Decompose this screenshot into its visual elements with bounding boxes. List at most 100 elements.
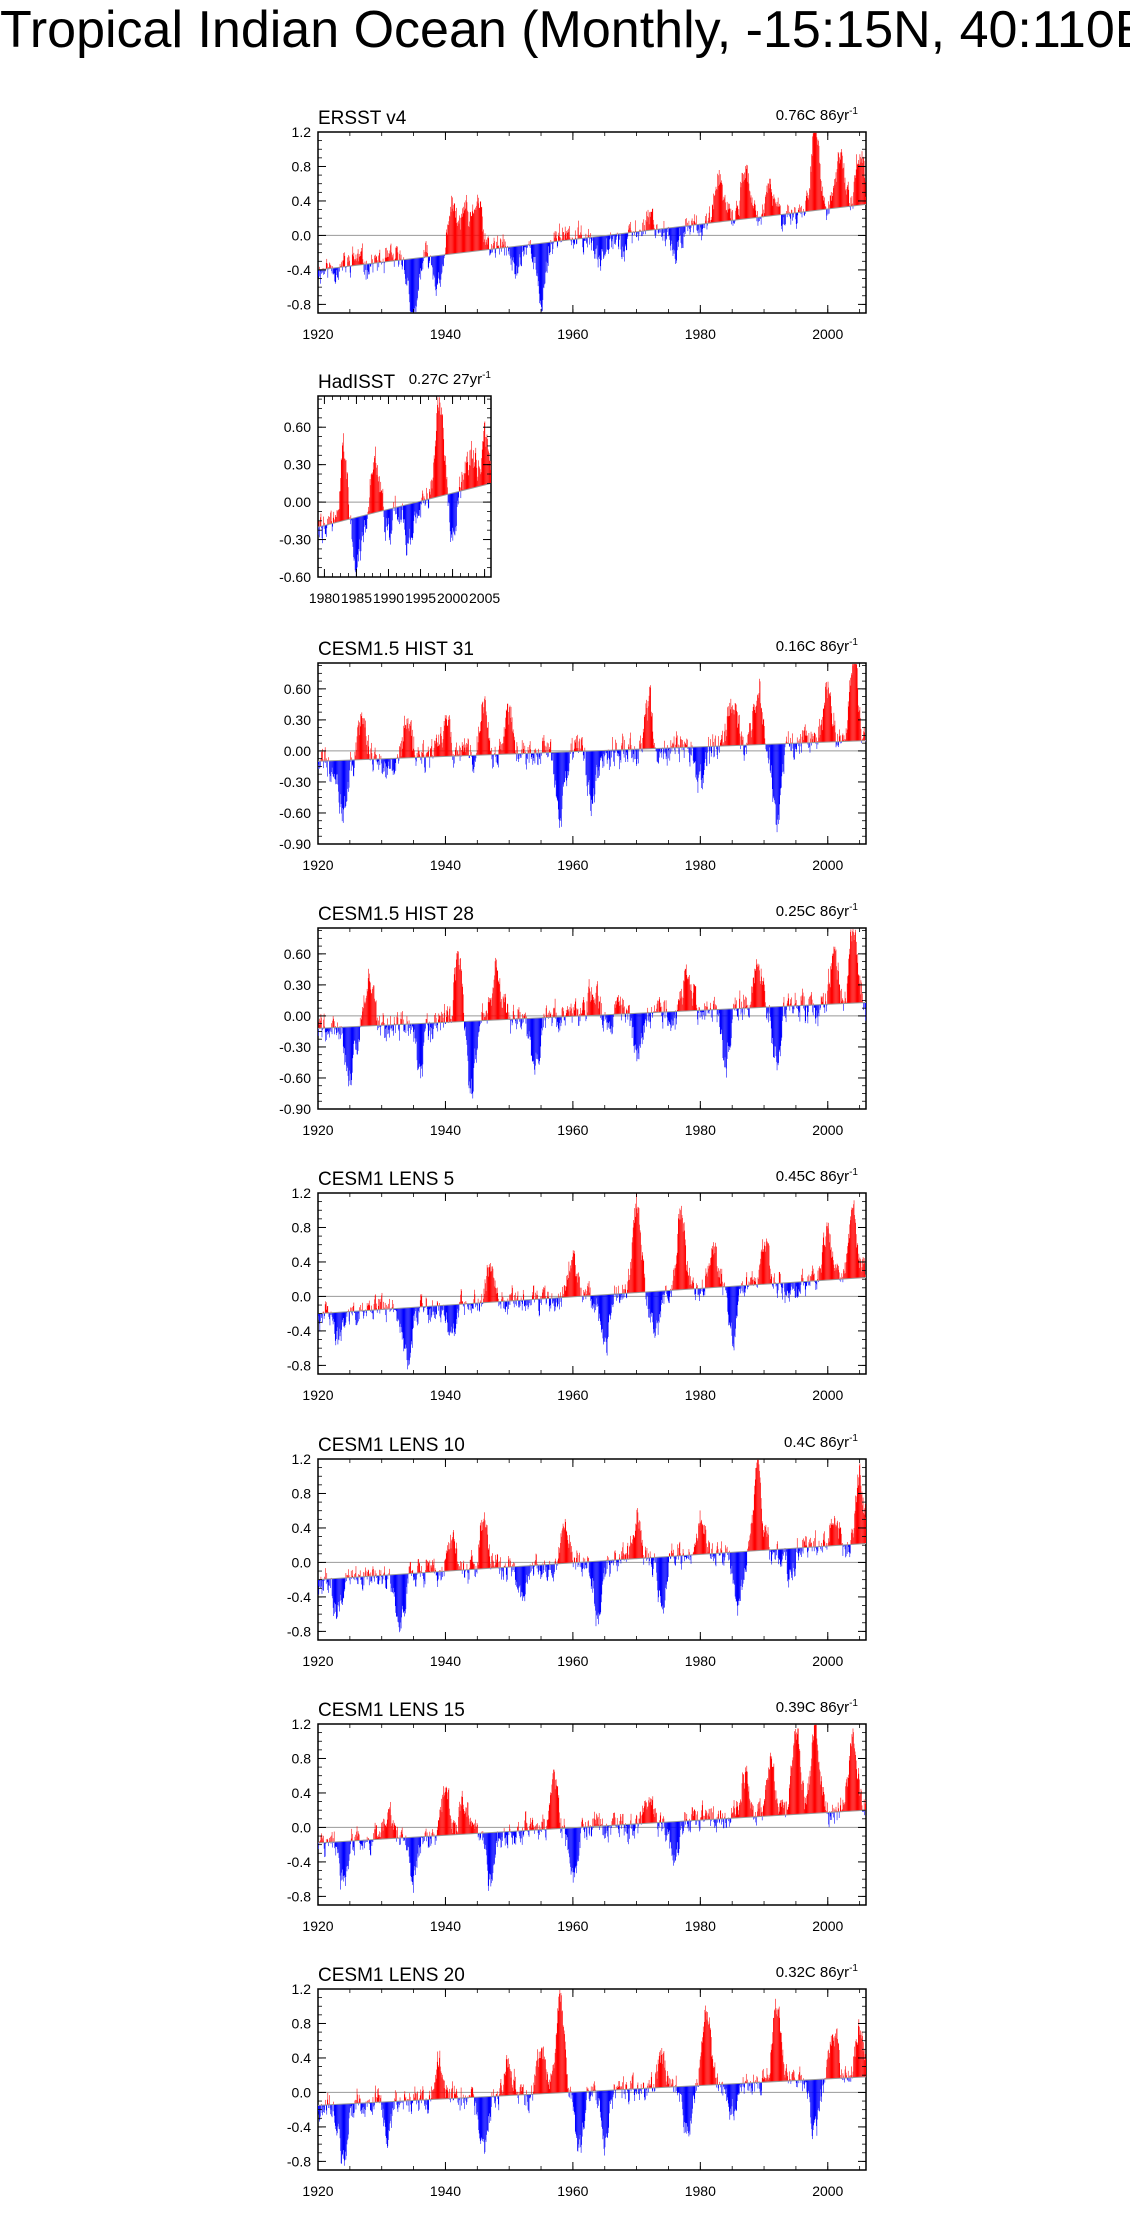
bar	[428, 256, 429, 269]
bar	[788, 205, 790, 214]
bar	[359, 1026, 360, 1041]
bar	[591, 1295, 593, 1300]
bar	[347, 760, 348, 789]
bar	[351, 518, 353, 540]
bar	[801, 1278, 803, 1282]
bar	[749, 190, 750, 219]
bar	[481, 206, 483, 251]
bar	[360, 516, 362, 552]
bar	[388, 509, 390, 525]
bar	[503, 1300, 505, 1302]
bar	[479, 1020, 480, 1027]
bar	[710, 1002, 711, 1010]
bar	[664, 748, 666, 753]
bar	[519, 245, 521, 258]
bar	[389, 253, 390, 262]
bar	[648, 1012, 650, 1023]
bar	[522, 1014, 523, 1019]
bar	[339, 1027, 340, 1035]
bar	[632, 749, 633, 758]
bar	[855, 954, 857, 1003]
bar	[545, 1296, 546, 1299]
bar	[362, 1302, 363, 1311]
bar	[613, 750, 615, 753]
bar	[434, 1305, 435, 1318]
bar	[563, 751, 564, 787]
bar	[761, 1251, 763, 1285]
bar	[535, 748, 536, 754]
bar	[474, 453, 476, 488]
bar	[345, 266, 347, 273]
bar	[351, 1026, 353, 1073]
bar	[852, 1208, 854, 1279]
bar	[674, 227, 676, 259]
bar	[555, 1012, 557, 1018]
bar	[693, 1282, 694, 1289]
x-tick-label: 1920	[302, 857, 333, 873]
bar	[779, 743, 780, 805]
bar	[407, 1024, 409, 1032]
bar	[460, 217, 462, 253]
bar	[321, 751, 323, 762]
bar	[636, 231, 637, 238]
bar	[629, 738, 631, 750]
bar	[771, 744, 773, 778]
bar	[792, 743, 794, 749]
bar	[858, 711, 860, 741]
bar	[501, 750, 503, 755]
bar	[521, 1300, 522, 1303]
bar	[386, 1304, 388, 1310]
bar	[530, 1299, 532, 1306]
bar	[667, 1290, 668, 1299]
bar	[772, 205, 774, 216]
x-tick-label: 2000	[812, 857, 843, 873]
bar	[772, 1283, 774, 1287]
bar	[525, 1012, 526, 1019]
bar	[496, 754, 498, 764]
bar	[734, 220, 735, 224]
bar	[541, 1017, 542, 1029]
bar	[787, 1282, 788, 1292]
bar	[825, 1236, 827, 1281]
bar	[649, 687, 651, 749]
bar	[585, 233, 587, 238]
bar	[509, 707, 510, 755]
bar	[425, 242, 426, 258]
bar	[423, 500, 424, 504]
bar	[324, 1313, 325, 1316]
bar	[407, 504, 408, 544]
bar	[804, 726, 805, 743]
bar	[625, 1013, 627, 1023]
bar	[855, 929, 856, 1003]
bar	[447, 1305, 449, 1333]
bar	[482, 441, 484, 486]
bar	[595, 992, 597, 1016]
bar	[731, 1008, 733, 1024]
bar-series	[317, 929, 867, 1099]
bar	[556, 752, 558, 800]
bar	[761, 1249, 762, 1285]
bar	[605, 1294, 606, 1339]
bar	[647, 216, 648, 231]
bar	[757, 1277, 759, 1285]
bar	[611, 1294, 612, 1313]
bar	[590, 1295, 592, 1308]
bar	[389, 1298, 390, 1309]
bar	[514, 1294, 516, 1301]
bar	[547, 1291, 549, 1299]
bar	[456, 223, 458, 254]
bar	[563, 751, 565, 783]
bar	[770, 1006, 772, 1029]
bar	[794, 1282, 795, 1291]
bar	[500, 991, 501, 1020]
bar	[824, 203, 826, 210]
bar	[640, 1013, 641, 1048]
bar	[722, 1009, 723, 1040]
bar	[437, 397, 439, 497]
bar	[559, 752, 560, 828]
bar	[820, 1272, 822, 1281]
bar	[776, 1283, 777, 1286]
bar	[422, 257, 424, 270]
bar	[445, 232, 447, 255]
bar	[477, 1303, 478, 1311]
